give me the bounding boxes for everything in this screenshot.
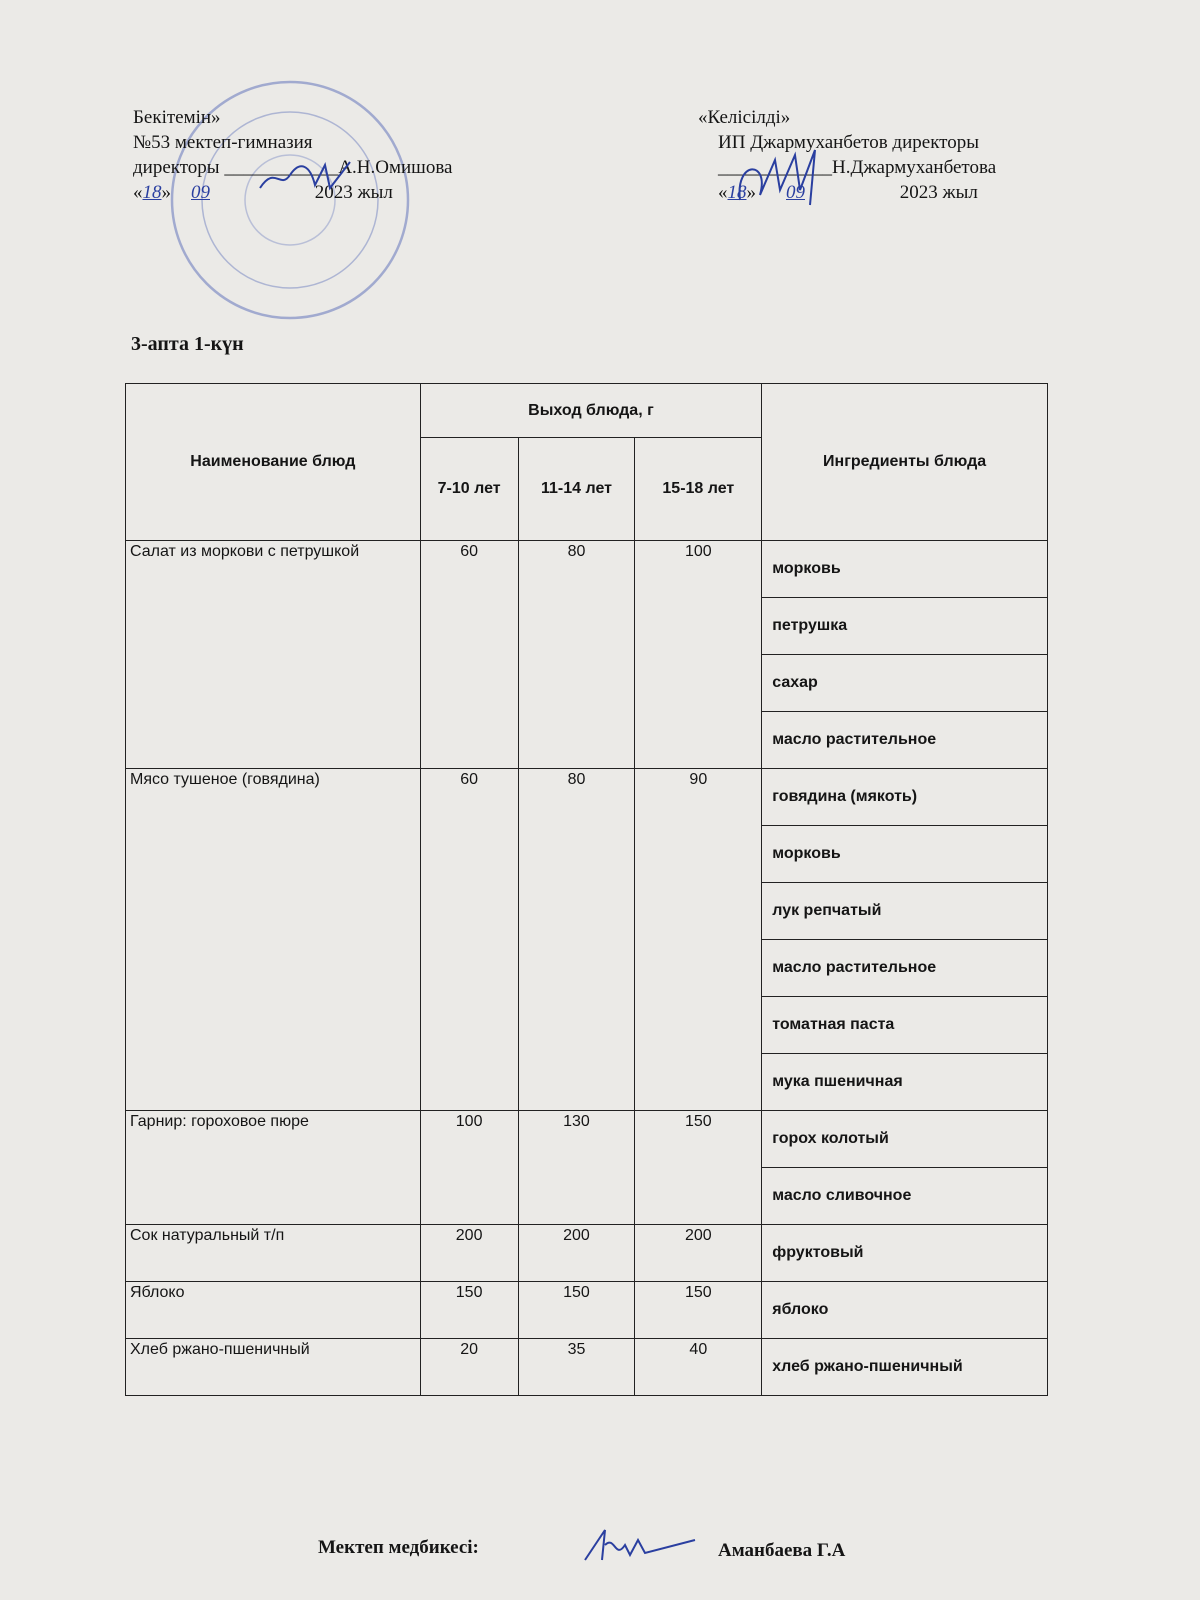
nurse-name: Аманбаева Г.А — [718, 1540, 846, 1561]
ingredient: лук репчатый — [761, 882, 1048, 940]
table-row: Гарнир: гороховое пюре 100 130 150 горох кол… — [125, 1110, 1048, 1225]
quote: » — [161, 182, 172, 203]
ingredient: хлеб ржано-пшеничный — [761, 1338, 1048, 1396]
ingredient: яблоко — [761, 1281, 1048, 1339]
nurse-signature — [584, 1529, 696, 1561]
dish-output: 100 — [419, 1110, 519, 1225]
ingredient: сахар — [761, 654, 1048, 712]
ingredient: морковь — [761, 825, 1048, 883]
approval-right: «Келісілді» ИП Джармуханбетов директоры … — [698, 107, 997, 203]
header-dish-name: Наименование блюд — [125, 383, 421, 541]
header-output: Выход блюда, г — [419, 383, 763, 438]
ingredient: масло растительное — [761, 939, 1048, 997]
dish-name: Хлеб ржано-пшеничный — [125, 1338, 421, 1396]
dish-output: 200 — [517, 1224, 636, 1282]
dish-output: 40 — [634, 1338, 763, 1396]
menu-table: Наименование блюд Выход блюда, г Ингредиен… — [125, 383, 1048, 1396]
ingredient: морковь — [761, 540, 1048, 598]
approval-left: Бекітемін» №53 мектеп-гимназия директоры… — [133, 107, 453, 203]
header-ingredients: Ингредиенты блюда — [761, 383, 1048, 541]
approval-right-heading: «Келісілді» — [698, 107, 791, 128]
page-title: 3-апта 1-күн — [131, 333, 244, 355]
table-row: Яблоко 150 150 150 яблоко — [125, 1281, 1048, 1339]
dish-output: 90 — [634, 768, 763, 1111]
table-row: мука пшеничная — [126, 1053, 1048, 1111]
dish-output: 60 — [419, 768, 519, 1111]
supplier-name: ИП Джармуханбетов директоры — [718, 132, 979, 153]
table-row: масло растительное — [126, 711, 1048, 769]
dish-output: 130 — [517, 1110, 636, 1225]
dish-output: 80 — [517, 540, 636, 769]
dish-name: Салат из моркови с петрушкой — [125, 540, 421, 769]
table-row: Салат из моркови с петрушкой 60 80 100 морко… — [125, 540, 1048, 769]
quote: « — [718, 182, 728, 203]
official-stamp — [170, 80, 410, 320]
school-name: №53 мектеп-гимназия — [133, 132, 313, 153]
date-day: 18 — [142, 182, 162, 203]
dish-output: 150 — [517, 1281, 636, 1339]
ingredient: говядина (мякоть) — [761, 768, 1048, 826]
ingredient: горох колотый — [761, 1110, 1048, 1168]
table-row: лук репчатый — [126, 882, 1048, 940]
quote: » — [746, 182, 757, 203]
table-row: масло сливочное — [126, 1167, 1048, 1225]
table-row: Хлеб ржано-пшеничный 20 35 40 хлеб ржано-пше… — [125, 1338, 1048, 1396]
date-month: 09 — [191, 182, 210, 203]
ingredient: масло сливочное — [761, 1167, 1048, 1225]
dish-output: 35 — [517, 1338, 636, 1396]
table-row: Сок натуральный т/п 200 200 200 фруктовый — [125, 1224, 1048, 1282]
dish-output: 100 — [634, 540, 763, 769]
header-age: 11-14 лет — [517, 437, 636, 541]
dish-output: 150 — [634, 1281, 763, 1339]
dish-output: 20 — [419, 1338, 519, 1396]
supplier-director-name: Н.Джармуханбетова — [832, 157, 997, 178]
ingredient: фруктовый — [761, 1224, 1048, 1282]
table-row: Мясо тушеное (говядина) 60 80 90 говядина (м… — [125, 768, 1048, 1111]
dish-output: 150 — [419, 1281, 519, 1339]
dish-output: 80 — [517, 768, 636, 1111]
ingredient: томатная паста — [761, 996, 1048, 1054]
approval-left-heading: Бекітемін» — [133, 107, 221, 128]
nurse-label: Мектеп медбикесі: — [318, 1537, 479, 1558]
header-age: 15-18 лет — [634, 437, 763, 541]
table-row: петрушка — [126, 597, 1048, 655]
dish-output: 60 — [419, 540, 519, 769]
dish-output: 150 — [634, 1110, 763, 1225]
dish-output: 200 — [419, 1224, 519, 1282]
signature-left — [259, 161, 351, 191]
director-label: директоры — [133, 157, 220, 178]
ingredient: масло растительное — [761, 711, 1048, 769]
date-day: 18 — [727, 182, 747, 203]
dish-output: 200 — [634, 1224, 763, 1282]
ingredient: петрушка — [761, 597, 1048, 655]
ingredient: мука пшеничная — [761, 1053, 1048, 1111]
director-name: А.Н.Омишова — [338, 157, 453, 178]
date-year: 2023 жыл — [314, 182, 393, 203]
table-row: томатная паста — [126, 996, 1048, 1054]
table-row: сахар — [126, 654, 1048, 712]
dish-name: Гарнир: гороховое пюре — [125, 1110, 421, 1225]
signature-right — [738, 149, 816, 206]
quote: « — [133, 182, 143, 203]
dish-name: Сок натуральный т/п — [125, 1224, 421, 1282]
date-year: 2023 жыл — [899, 182, 978, 203]
header-age: 7-10 лет — [419, 437, 519, 541]
table-row: морковь — [126, 825, 1048, 883]
dish-name: Мясо тушеное (говядина) — [125, 768, 421, 1111]
dish-name: Яблоко — [125, 1281, 421, 1339]
